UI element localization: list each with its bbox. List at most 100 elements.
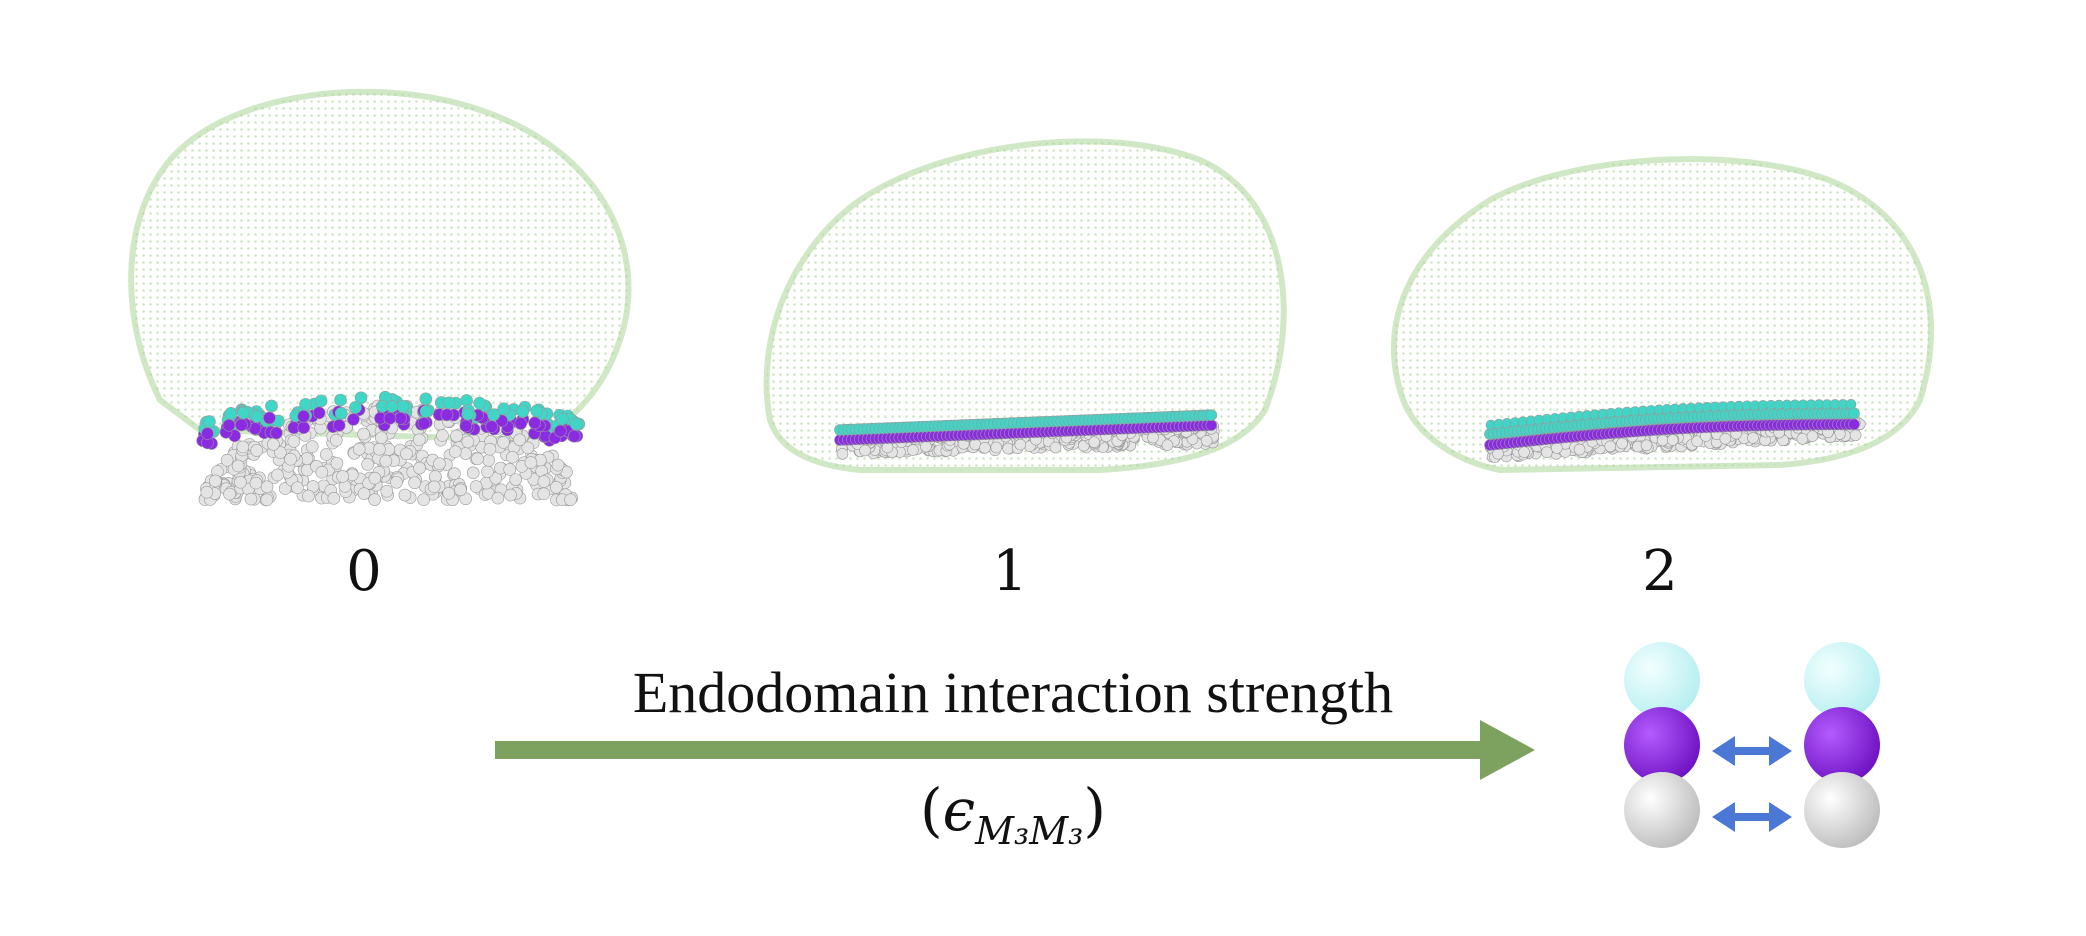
panel-label-0: 0: [346, 539, 382, 604]
head-bead: [497, 402, 511, 416]
tail-bead: [509, 473, 522, 486]
tail-bead: [1014, 438, 1027, 451]
tail-bead: [1796, 433, 1809, 445]
tail-bead: [1049, 441, 1062, 454]
protein-cluster-0: [196, 390, 586, 507]
tail-bead: [1747, 432, 1759, 444]
tail-bead: [836, 448, 849, 460]
head-bead: [349, 401, 362, 414]
tail-bead: [524, 456, 538, 469]
tail-bead: [1573, 443, 1586, 456]
head-bead: [516, 405, 530, 418]
head-bead: [396, 400, 409, 413]
mid-bead: [347, 413, 360, 426]
tail-bead: [267, 438, 280, 451]
tail-bead: [1849, 429, 1862, 442]
tail-bead: [907, 444, 919, 456]
head-bead: [334, 407, 348, 420]
tail-bead: [287, 435, 301, 448]
tail-bead: [1147, 431, 1159, 444]
head-bead: [299, 398, 312, 411]
tail-bead: [481, 465, 494, 478]
mid-bead: [235, 418, 248, 432]
double-arrow-tail-icon: [1712, 802, 1792, 832]
mid-bead: [417, 417, 431, 430]
tail-bead: [398, 488, 412, 502]
mid-bead: [514, 417, 528, 430]
head-bead: [419, 392, 433, 406]
tail-bead: [1666, 434, 1679, 446]
head-bead: [487, 408, 501, 421]
tail-bead: [408, 476, 421, 490]
tail-bead: [284, 452, 297, 466]
bead-mid-right: [1804, 707, 1880, 783]
head-bead: [354, 391, 368, 405]
tail-bead: [305, 440, 319, 453]
vesicle-membrane-0: [128, 88, 632, 444]
mid-bead: [1205, 419, 1218, 431]
mid-bead: [1848, 418, 1860, 431]
tail-bead: [413, 461, 426, 475]
tail-bead: [549, 481, 563, 494]
tail-bead: [260, 493, 274, 507]
tail-bead: [461, 435, 475, 449]
head-bead: [265, 399, 278, 413]
tail-bead: [260, 480, 274, 494]
mid-bead: [394, 412, 407, 425]
head-bead: [473, 396, 486, 410]
mid-bead: [528, 416, 542, 430]
head-bead: [203, 415, 216, 428]
tail-bead: [564, 493, 577, 506]
protein-cluster-2: [1484, 399, 1866, 463]
head-bead: [237, 406, 250, 420]
tail-bead: [448, 467, 461, 480]
tail-bead: [390, 475, 403, 489]
tail-bead: [327, 492, 341, 505]
tail-bead: [491, 491, 505, 505]
mid-bead: [201, 427, 214, 440]
tail-bead: [250, 444, 263, 457]
tail-bead: [521, 441, 535, 455]
tail-bead: [1541, 446, 1553, 458]
head-bead: [314, 394, 328, 408]
tail-bead: [920, 440, 932, 453]
tail-bead: [352, 442, 366, 456]
tail-bead: [1691, 435, 1703, 448]
tail-bead: [1088, 436, 1101, 448]
head-bead: [385, 399, 399, 413]
tail-bead: [1604, 440, 1617, 453]
tail-bead: [471, 452, 484, 466]
tail-bead: [249, 476, 263, 490]
mid-bead: [312, 406, 326, 420]
head-bead: [530, 404, 544, 418]
vesicle-panel-0: 0: [128, 88, 632, 604]
molecule-left: [1624, 642, 1700, 848]
tail-bead: [1161, 439, 1174, 451]
tail-bead: [1616, 437, 1628, 450]
tail-bead: [537, 475, 551, 488]
tail-bead: [506, 450, 519, 464]
bead-mid-left: [1624, 707, 1700, 783]
tail-bead: [969, 438, 981, 451]
tail-bead: [466, 466, 480, 480]
tail-bead: [551, 458, 565, 472]
mid-bead: [459, 419, 473, 433]
vesicle-membrane-1: [763, 138, 1287, 473]
tail-bead: [330, 456, 344, 470]
head-bead: [224, 407, 238, 420]
tail-bead: [979, 442, 991, 454]
tail-bead: [223, 487, 236, 501]
mid-bead: [567, 429, 581, 443]
tail-bead: [454, 483, 467, 497]
tail-bead: [380, 484, 394, 498]
head-bead: [442, 396, 456, 410]
tail-bead: [336, 470, 349, 483]
tail-bead: [357, 427, 370, 441]
epsilon-symbol: (ϵM₃M₃): [920, 776, 1106, 853]
arrow-shaft: [495, 741, 1485, 759]
tail-bead: [482, 454, 496, 467]
head-bead: [334, 393, 347, 407]
tail-bead: [291, 481, 304, 495]
mid-bead: [222, 419, 236, 432]
tail-bead: [859, 444, 871, 457]
